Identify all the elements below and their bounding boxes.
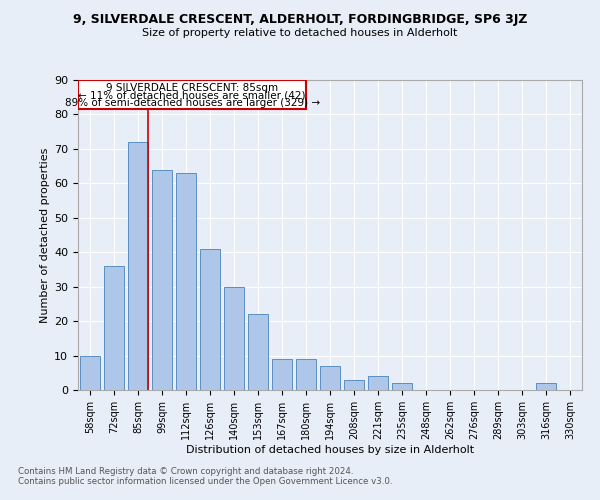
Bar [104, 266, 124, 390]
Bar [320, 366, 340, 390]
Bar [224, 286, 244, 390]
Bar [536, 383, 556, 390]
Text: ← 11% of detached houses are smaller (42): ← 11% of detached houses are smaller (42… [79, 90, 306, 101]
Text: 9, SILVERDALE CRESCENT, ALDERHOLT, FORDINGBRIDGE, SP6 3JZ: 9, SILVERDALE CRESCENT, ALDERHOLT, FORDI… [73, 12, 527, 26]
FancyBboxPatch shape [79, 80, 306, 110]
X-axis label: Distribution of detached houses by size in Alderholt: Distribution of detached houses by size … [186, 444, 474, 454]
Bar [344, 380, 364, 390]
Bar [368, 376, 388, 390]
Text: 9 SILVERDALE CRESCENT: 85sqm: 9 SILVERDALE CRESCENT: 85sqm [106, 84, 278, 94]
Bar [128, 142, 148, 390]
Bar [152, 170, 172, 390]
Bar [176, 173, 196, 390]
Bar [272, 359, 292, 390]
Y-axis label: Number of detached properties: Number of detached properties [40, 148, 50, 322]
Bar [248, 314, 268, 390]
Text: Contains public sector information licensed under the Open Government Licence v3: Contains public sector information licen… [18, 478, 392, 486]
Bar [80, 356, 100, 390]
Bar [392, 383, 412, 390]
Bar [296, 359, 316, 390]
Text: 89% of semi-detached houses are larger (329) →: 89% of semi-detached houses are larger (… [65, 98, 320, 108]
Text: Size of property relative to detached houses in Alderholt: Size of property relative to detached ho… [142, 28, 458, 38]
Text: Contains HM Land Registry data © Crown copyright and database right 2024.: Contains HM Land Registry data © Crown c… [18, 468, 353, 476]
Bar [200, 249, 220, 390]
